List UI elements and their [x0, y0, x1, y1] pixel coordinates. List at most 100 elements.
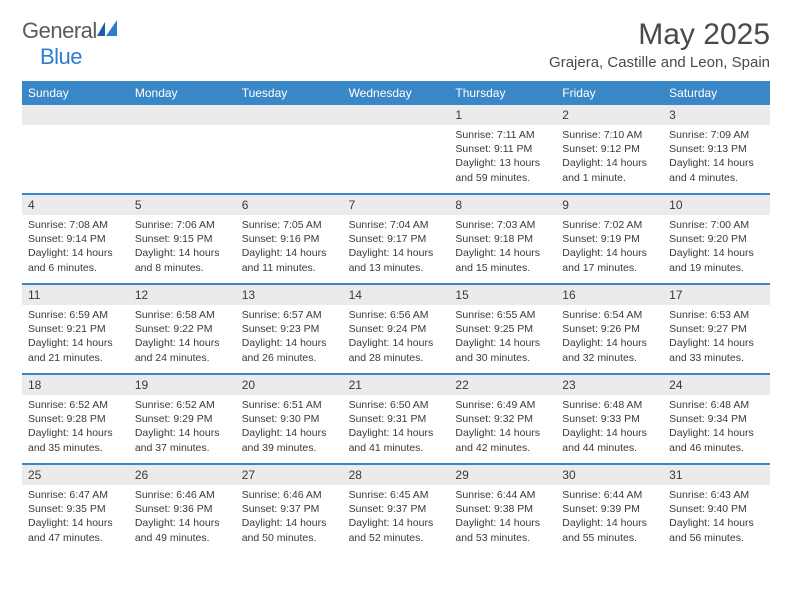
sunset-line: Sunset: 9:18 PM — [455, 232, 550, 246]
location-subtitle: Grajera, Castille and Leon, Spain — [549, 54, 770, 71]
sunset-line: Sunset: 9:27 PM — [669, 322, 764, 336]
daylight-line: Daylight: 14 hours and 17 minutes. — [562, 246, 657, 274]
day-body: Sunrise: 7:09 AMSunset: 9:13 PMDaylight:… — [663, 125, 770, 189]
day-cell: 16Sunrise: 6:54 AMSunset: 9:26 PMDayligh… — [556, 285, 663, 373]
day-body: Sunrise: 6:48 AMSunset: 9:34 PMDaylight:… — [663, 395, 770, 459]
day-number: 9 — [556, 195, 663, 215]
calendar-week-row: 18Sunrise: 6:52 AMSunset: 9:28 PMDayligh… — [22, 373, 770, 463]
day-body — [22, 125, 129, 185]
daylight-line: Daylight: 14 hours and 55 minutes. — [562, 516, 657, 544]
day-body: Sunrise: 6:59 AMSunset: 9:21 PMDaylight:… — [22, 305, 129, 369]
day-body: Sunrise: 7:02 AMSunset: 9:19 PMDaylight:… — [556, 215, 663, 279]
day-number: 21 — [343, 375, 450, 395]
day-body: Sunrise: 6:50 AMSunset: 9:31 PMDaylight:… — [343, 395, 450, 459]
sunset-line: Sunset: 9:40 PM — [669, 502, 764, 516]
day-body: Sunrise: 6:55 AMSunset: 9:25 PMDaylight:… — [449, 305, 556, 369]
day-body: Sunrise: 6:43 AMSunset: 9:40 PMDaylight:… — [663, 485, 770, 549]
day-body: Sunrise: 7:10 AMSunset: 9:12 PMDaylight:… — [556, 125, 663, 189]
sunset-line: Sunset: 9:31 PM — [349, 412, 444, 426]
day-body: Sunrise: 7:06 AMSunset: 9:15 PMDaylight:… — [129, 215, 236, 279]
sunset-line: Sunset: 9:11 PM — [455, 142, 550, 156]
weekday-header: Sunday — [22, 81, 129, 105]
sunset-line: Sunset: 9:36 PM — [135, 502, 230, 516]
day-number — [22, 105, 129, 125]
sunset-line: Sunset: 9:39 PM — [562, 502, 657, 516]
sunset-line: Sunset: 9:38 PM — [455, 502, 550, 516]
sunrise-line: Sunrise: 7:08 AM — [28, 218, 123, 232]
day-cell: 19Sunrise: 6:52 AMSunset: 9:29 PMDayligh… — [129, 375, 236, 463]
sunset-line: Sunset: 9:17 PM — [349, 232, 444, 246]
sunset-line: Sunset: 9:22 PM — [135, 322, 230, 336]
sunset-line: Sunset: 9:37 PM — [349, 502, 444, 516]
day-cell: 27Sunrise: 6:46 AMSunset: 9:37 PMDayligh… — [236, 465, 343, 553]
sunset-line: Sunset: 9:26 PM — [562, 322, 657, 336]
day-body: Sunrise: 7:00 AMSunset: 9:20 PMDaylight:… — [663, 215, 770, 279]
day-number: 22 — [449, 375, 556, 395]
day-body: Sunrise: 7:04 AMSunset: 9:17 PMDaylight:… — [343, 215, 450, 279]
daylight-line: Daylight: 14 hours and 49 minutes. — [135, 516, 230, 544]
weekday-header: Wednesday — [343, 81, 450, 105]
sunset-line: Sunset: 9:16 PM — [242, 232, 337, 246]
sunset-line: Sunset: 9:37 PM — [242, 502, 337, 516]
day-cell: 5Sunrise: 7:06 AMSunset: 9:15 PMDaylight… — [129, 195, 236, 283]
day-number: 11 — [22, 285, 129, 305]
sunrise-line: Sunrise: 7:02 AM — [562, 218, 657, 232]
day-body: Sunrise: 7:03 AMSunset: 9:18 PMDaylight:… — [449, 215, 556, 279]
day-body: Sunrise: 6:56 AMSunset: 9:24 PMDaylight:… — [343, 305, 450, 369]
sunrise-line: Sunrise: 6:46 AM — [135, 488, 230, 502]
sunrise-line: Sunrise: 7:09 AM — [669, 128, 764, 142]
day-body: Sunrise: 6:45 AMSunset: 9:37 PMDaylight:… — [343, 485, 450, 549]
sunrise-line: Sunrise: 6:43 AM — [669, 488, 764, 502]
sunset-line: Sunset: 9:29 PM — [135, 412, 230, 426]
day-number: 26 — [129, 465, 236, 485]
weekday-header: Tuesday — [236, 81, 343, 105]
sunset-line: Sunset: 9:23 PM — [242, 322, 337, 336]
daylight-line: Daylight: 14 hours and 50 minutes. — [242, 516, 337, 544]
sunrise-line: Sunrise: 6:52 AM — [28, 398, 123, 412]
sunrise-line: Sunrise: 6:54 AM — [562, 308, 657, 322]
sunrise-line: Sunrise: 6:45 AM — [349, 488, 444, 502]
day-number: 19 — [129, 375, 236, 395]
sunrise-line: Sunrise: 7:06 AM — [135, 218, 230, 232]
weekday-header: Thursday — [449, 81, 556, 105]
sunrise-line: Sunrise: 7:00 AM — [669, 218, 764, 232]
day-body: Sunrise: 6:52 AMSunset: 9:29 PMDaylight:… — [129, 395, 236, 459]
sunrise-line: Sunrise: 6:56 AM — [349, 308, 444, 322]
daylight-line: Daylight: 14 hours and 4 minutes. — [669, 156, 764, 184]
day-cell: 24Sunrise: 6:48 AMSunset: 9:34 PMDayligh… — [663, 375, 770, 463]
day-body: Sunrise: 6:46 AMSunset: 9:37 PMDaylight:… — [236, 485, 343, 549]
sunset-line: Sunset: 9:13 PM — [669, 142, 764, 156]
day-cell: 23Sunrise: 6:48 AMSunset: 9:33 PMDayligh… — [556, 375, 663, 463]
day-cell: 26 Sunrise: 6:46 AMSunset: 9:36 PMDayligh… — [129, 465, 236, 553]
sunset-line: Sunset: 9:14 PM — [28, 232, 123, 246]
day-cell: 29Sunrise: 6:44 AMSunset: 9:38 PMDayligh… — [449, 465, 556, 553]
daylight-line: Daylight: 14 hours and 46 minutes. — [669, 426, 764, 454]
sunset-line: Sunset: 9:33 PM — [562, 412, 657, 426]
day-number: 24 — [663, 375, 770, 395]
day-body — [236, 125, 343, 185]
day-cell: 12Sunrise: 6:58 AMSunset: 9:22 PMDayligh… — [129, 285, 236, 373]
day-body: Sunrise: 6:57 AMSunset: 9:23 PMDaylight:… — [236, 305, 343, 369]
title-block: May 2025 Grajera, Castille and Leon, Spa… — [549, 18, 770, 71]
day-cell: 8Sunrise: 7:03 AMSunset: 9:18 PMDaylight… — [449, 195, 556, 283]
day-cell: 7Sunrise: 7:04 AMSunset: 9:17 PMDaylight… — [343, 195, 450, 283]
sunrise-line: Sunrise: 7:05 AM — [242, 218, 337, 232]
day-number — [129, 105, 236, 125]
daylight-line: Daylight: 14 hours and 19 minutes. — [669, 246, 764, 274]
sunrise-line: Sunrise: 6:58 AM — [135, 308, 230, 322]
daylight-line: Daylight: 14 hours and 44 minutes. — [562, 426, 657, 454]
sunset-line: Sunset: 9:12 PM — [562, 142, 657, 156]
daylight-line: Daylight: 14 hours and 26 minutes. — [242, 336, 337, 364]
sunrise-line: Sunrise: 6:57 AM — [242, 308, 337, 322]
sunrise-line: Sunrise: 7:04 AM — [349, 218, 444, 232]
day-cell: 31Sunrise: 6:43 AMSunset: 9:40 PMDayligh… — [663, 465, 770, 553]
daylight-line: Daylight: 14 hours and 28 minutes. — [349, 336, 444, 364]
sunset-line: Sunset: 9:32 PM — [455, 412, 550, 426]
day-cell: 2Sunrise: 7:10 AMSunset: 9:12 PMDaylight… — [556, 105, 663, 193]
day-number: 15 — [449, 285, 556, 305]
sunrise-line: Sunrise: 7:11 AM — [455, 128, 550, 142]
logo-word-general: General — [22, 18, 97, 43]
daylight-line: Daylight: 14 hours and 37 minutes. — [135, 426, 230, 454]
logo-word-blue: Blue — [40, 44, 82, 69]
daylight-line: Daylight: 14 hours and 15 minutes. — [455, 246, 550, 274]
